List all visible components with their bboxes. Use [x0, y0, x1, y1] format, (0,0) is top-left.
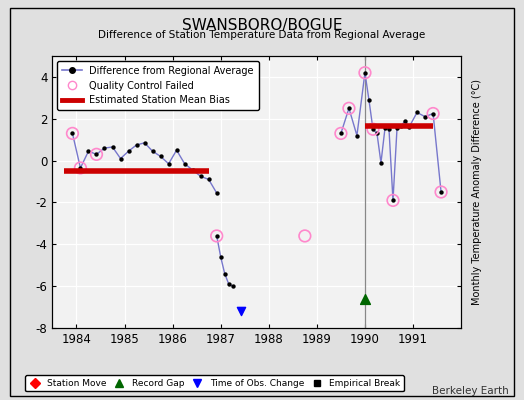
Point [196, 173, 205, 180]
Point [437, 189, 445, 195]
Point [369, 126, 377, 132]
Point [225, 281, 233, 287]
Text: Berkeley Earth: Berkeley Earth [432, 386, 508, 396]
Point [421, 114, 429, 120]
Point [373, 130, 381, 137]
Point [213, 233, 221, 239]
Point [385, 126, 393, 132]
Text: Difference of Station Temperature Data from Regional Average: Difference of Station Temperature Data f… [99, 30, 425, 40]
Point [92, 151, 101, 158]
Point [393, 125, 401, 131]
Point [180, 160, 189, 167]
Point [116, 155, 125, 162]
Point [377, 160, 385, 166]
Point [148, 148, 157, 154]
Point [84, 148, 93, 154]
Point [221, 270, 229, 277]
Point [405, 124, 413, 130]
Point [76, 165, 84, 171]
Point [361, 296, 369, 302]
Point [237, 308, 245, 314]
Point [216, 254, 225, 260]
Point [100, 145, 108, 151]
Y-axis label: Monthly Temperature Anomaly Difference (°C): Monthly Temperature Anomaly Difference (… [472, 79, 482, 305]
Point [337, 130, 345, 137]
Point [301, 233, 309, 239]
Point [389, 197, 397, 204]
Point [156, 153, 165, 160]
Point [381, 125, 389, 131]
Point [68, 130, 77, 137]
Point [213, 233, 221, 239]
Point [172, 147, 181, 153]
Point [124, 148, 133, 154]
Point [345, 105, 353, 112]
Point [140, 140, 149, 146]
Point [429, 110, 438, 117]
Point [429, 110, 438, 117]
Legend: Difference from Regional Average, Quality Control Failed, Estimated Station Mean: Difference from Regional Average, Qualit… [57, 61, 259, 110]
Point [165, 160, 173, 167]
Point [76, 165, 84, 171]
Point [108, 144, 117, 150]
Point [389, 197, 397, 204]
Point [228, 283, 237, 289]
Point [361, 70, 369, 76]
Point [337, 130, 345, 137]
Legend: Station Move, Record Gap, Time of Obs. Change, Empirical Break: Station Move, Record Gap, Time of Obs. C… [26, 375, 404, 392]
Point [68, 130, 77, 137]
Point [213, 190, 221, 196]
Point [369, 126, 377, 132]
Point [189, 167, 197, 173]
Point [437, 189, 445, 195]
Text: SWANSBORO/BOGUE: SWANSBORO/BOGUE [182, 18, 342, 33]
Point [345, 105, 353, 112]
Point [92, 151, 101, 158]
Point [353, 132, 361, 139]
Point [361, 70, 369, 76]
Point [397, 123, 405, 129]
Point [133, 142, 141, 148]
Point [401, 118, 409, 124]
Point [365, 97, 373, 103]
Point [204, 176, 213, 183]
Point [413, 109, 421, 116]
